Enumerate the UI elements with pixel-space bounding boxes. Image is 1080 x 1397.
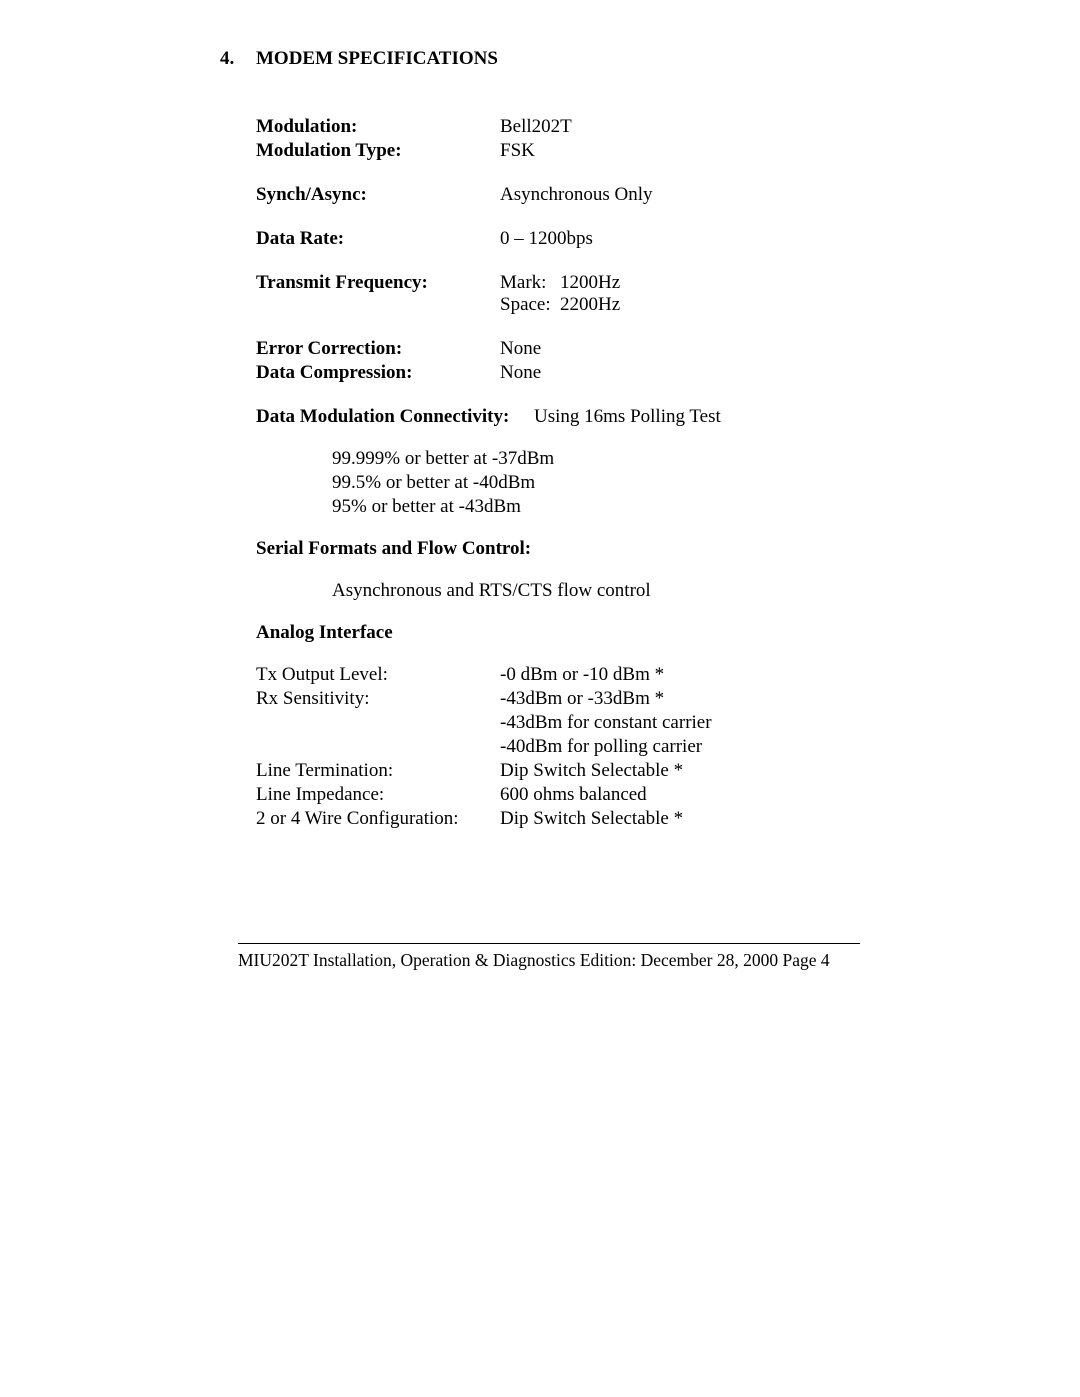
analog-line-impedance: Line Impedance: 600 ohms balanced xyxy=(256,784,860,806)
spec-data-modulation-connectivity: Data Modulation Connectivity: Using 16ms… xyxy=(256,406,860,428)
analog-label: 2 or 4 Wire Configuration: xyxy=(256,808,500,830)
spec-value: FSK xyxy=(500,140,860,162)
spec-label: Modulation: xyxy=(256,116,500,138)
section-number: 4. xyxy=(220,48,256,70)
analog-label xyxy=(256,736,500,758)
analog-value: -43dBm for constant carrier xyxy=(500,712,860,734)
section-heading: 4.MODEM SPECIFICATIONS xyxy=(220,48,860,70)
analog-value: -0 dBm or -10 dBm * xyxy=(500,664,860,686)
analog-value: Dip Switch Selectable * xyxy=(500,808,860,830)
spec-label: Error Correction: xyxy=(256,338,500,360)
footer: MIU202T Installation, Operation & Diagno… xyxy=(238,943,860,971)
poll-line-1: 99.999% or better at -37dBm xyxy=(332,448,860,470)
spec-label: Data Modulation Connectivity: xyxy=(256,406,534,428)
spec-data-compression: Data Compression: None xyxy=(256,362,860,384)
analog-label: Rx Sensitivity: xyxy=(256,688,500,710)
spec-value: Asynchronous Only xyxy=(500,184,860,206)
spec-label: Synch/Async: xyxy=(256,184,500,206)
spec-synch-async: Synch/Async: Asynchronous Only xyxy=(256,184,860,206)
spec-modulation-type: Modulation Type: FSK xyxy=(256,140,860,162)
analog-label xyxy=(256,712,500,734)
spec-label: Data Rate: xyxy=(256,228,500,250)
analog-value: Dip Switch Selectable * xyxy=(500,760,860,782)
serial-formats-value: Asynchronous and RTS/CTS flow control xyxy=(256,580,860,602)
freq-value: 1200Hz xyxy=(560,272,620,294)
analog-value: -40dBm for polling carrier xyxy=(500,736,860,758)
freq-label: Mark: xyxy=(500,272,560,294)
spec-value: None xyxy=(500,338,860,360)
spec-error-correction: Error Correction: None xyxy=(256,338,860,360)
analog-value: 600 ohms balanced xyxy=(500,784,860,806)
analog-interface-heading: Analog Interface xyxy=(256,622,860,644)
serial-formats-heading: Serial Formats and Flow Control: xyxy=(256,538,860,560)
poll-line-3: 95% or better at -43dBm xyxy=(332,496,860,518)
spec-label: Transmit Frequency: xyxy=(256,272,500,316)
freq-space: Space: 2200Hz xyxy=(500,294,860,316)
spec-label: Modulation Type: xyxy=(256,140,500,162)
freq-label: Space: xyxy=(500,294,560,316)
footer-text: MIU202T Installation, Operation & Diagno… xyxy=(238,950,860,971)
analog-value: -43dBm or -33dBm * xyxy=(500,688,860,710)
poll-line-2: 99.5% or better at -40dBm xyxy=(332,472,860,494)
spec-modulation: Modulation: Bell202T xyxy=(256,116,860,138)
spec-value: Bell202T xyxy=(500,116,860,138)
analog-rx-sensitivity: Rx Sensitivity: -43dBm or -33dBm * xyxy=(256,688,860,710)
polling-test-lines: 99.999% or better at -37dBm 99.5% or bet… xyxy=(256,448,860,518)
section-title: MODEM SPECIFICATIONS xyxy=(256,48,498,69)
analog-rx-extra-2: -40dBm for polling carrier xyxy=(256,736,860,758)
footer-divider xyxy=(238,943,860,944)
document-page: 4.MODEM SPECIFICATIONS Modulation: Bell2… xyxy=(0,0,1080,830)
freq-value: 2200Hz xyxy=(560,294,620,316)
spec-value: None xyxy=(500,362,860,384)
analog-label: Line Termination: xyxy=(256,760,500,782)
analog-wire-config: 2 or 4 Wire Configuration: Dip Switch Se… xyxy=(256,808,860,830)
spec-value: Mark: 1200Hz Space: 2200Hz xyxy=(500,272,860,316)
content-block: Modulation: Bell202T Modulation Type: FS… xyxy=(220,116,860,830)
analog-label: Line Impedance: xyxy=(256,784,500,806)
spec-data-rate: Data Rate: 0 – 1200bps xyxy=(256,228,860,250)
spec-transmit-frequency: Transmit Frequency: Mark: 1200Hz Space: … xyxy=(256,272,860,316)
spec-value: 0 – 1200bps xyxy=(500,228,860,250)
analog-rx-extra-1: -43dBm for constant carrier xyxy=(256,712,860,734)
freq-mark: Mark: 1200Hz xyxy=(500,272,860,294)
spec-value: Using 16ms Polling Test xyxy=(534,406,860,428)
analog-label: Tx Output Level: xyxy=(256,664,500,686)
analog-tx-output: Tx Output Level: -0 dBm or -10 dBm * xyxy=(256,664,860,686)
spec-label: Data Compression: xyxy=(256,362,500,384)
analog-line-termination: Line Termination: Dip Switch Selectable … xyxy=(256,760,860,782)
